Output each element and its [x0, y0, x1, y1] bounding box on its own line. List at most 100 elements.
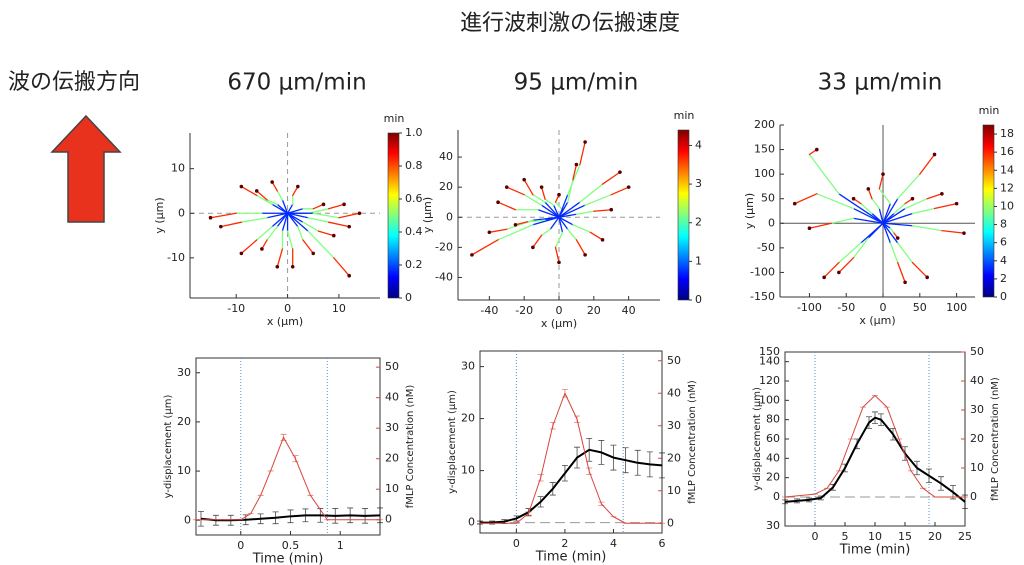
x-tick-label: 0	[812, 530, 819, 543]
track-end	[822, 275, 826, 280]
y-axis-label: y-displacement (μm)	[163, 394, 174, 498]
track-end	[270, 180, 274, 184]
x-tick-label: 0	[237, 539, 244, 552]
track-end	[219, 224, 223, 229]
track-segment	[220, 221, 243, 228]
track-end	[925, 275, 929, 280]
track-end	[626, 185, 631, 189]
track-segment	[911, 261, 928, 278]
track-segment	[327, 203, 345, 210]
colorbar-tick-label: 14	[1000, 163, 1014, 176]
track-end	[618, 170, 622, 174]
track-end	[513, 222, 518, 227]
track-end	[260, 247, 264, 251]
colorbar-tick-label: 0.6	[405, 192, 423, 205]
track-segment	[281, 212, 289, 232]
track-segment	[882, 198, 899, 224]
track-segment	[554, 246, 560, 264]
colorbar-tick-label: 1.0	[405, 126, 423, 139]
track-segment	[882, 207, 906, 224]
track-end	[609, 207, 614, 212]
track-end	[342, 202, 346, 207]
track-end	[895, 236, 900, 240]
track-segment	[240, 239, 258, 255]
track-segment	[532, 234, 543, 248]
track-segment	[558, 216, 569, 230]
track-segment	[897, 261, 906, 283]
x-tick-label: 4	[610, 537, 617, 550]
y-tick-label: -10	[167, 251, 185, 264]
y2-tick-label: 20	[385, 452, 399, 465]
y-tick-label: -100	[750, 265, 775, 278]
panel-heading: 95 μm/min	[514, 70, 639, 96]
colorbar-tick-label: 0	[695, 293, 702, 306]
colorbar-tick-label: 16	[1000, 145, 1014, 158]
track-segment	[558, 216, 564, 233]
track-end	[496, 200, 500, 205]
colorbar-tick-label: 6	[1000, 236, 1007, 249]
track-segment	[540, 186, 546, 200]
series-line	[480, 448, 663, 524]
track-segment	[523, 194, 543, 206]
track-segment	[889, 227, 895, 234]
track-segment	[544, 198, 555, 206]
track-end	[522, 177, 526, 182]
track-segment	[919, 153, 936, 175]
track-segment	[540, 228, 551, 236]
track-segment	[579, 141, 586, 166]
x-tick-label: 50	[913, 301, 927, 314]
y-tick-label: 10	[177, 464, 191, 477]
y2-tick-label: 20	[970, 432, 984, 445]
track-segment	[882, 212, 914, 224]
y-tick-label: 0	[184, 513, 191, 526]
x-tick-label: 0	[556, 304, 563, 317]
y2-tick-label: 0	[970, 490, 977, 503]
plot-frame	[479, 350, 663, 534]
x-tick-label: -50	[837, 301, 855, 314]
y-tick-label: 40	[439, 150, 453, 163]
track-end	[311, 251, 316, 256]
y-tick-label: -150	[750, 290, 775, 303]
track-segment	[266, 212, 289, 219]
y-axis-label: y (μm)	[743, 193, 756, 229]
track-segment	[558, 201, 569, 218]
y-axis-label: y-displacement (μm)	[752, 387, 763, 491]
colorbar-tick-label: 1	[695, 254, 702, 267]
track-segment	[897, 173, 921, 200]
x-tick-label: 10	[868, 530, 882, 543]
y-tick-label: 100	[754, 167, 775, 180]
panel-heading: 670 μm/min	[227, 70, 366, 96]
x-axis-label: Time (min)	[535, 550, 607, 565]
y-tick-label: 150	[759, 345, 780, 358]
x-tick-label: 40	[622, 304, 636, 317]
track-end	[531, 245, 535, 250]
track-segment	[593, 209, 612, 212]
y-tick-label: 100	[759, 393, 780, 406]
x-tick-label: 20	[587, 304, 601, 317]
x-axis-label: x (μm)	[267, 315, 303, 328]
track-segment	[276, 248, 284, 268]
y-tick-label: 40	[766, 451, 780, 464]
track-segment	[497, 201, 517, 211]
track-segment	[302, 239, 314, 255]
track-end	[583, 140, 587, 144]
track-segment	[506, 186, 525, 196]
track-segment	[338, 212, 361, 219]
track-segment	[878, 188, 892, 205]
direction-label: 波の伝搬方向	[8, 70, 140, 95]
colorbar-tick-label: 10	[1000, 199, 1014, 212]
track-segment	[838, 257, 855, 274]
colorbar-tick-label: 8	[1000, 218, 1007, 231]
track-segment	[838, 242, 862, 264]
y-tick-label: 20	[177, 415, 191, 428]
track-end	[470, 253, 474, 257]
track-segment	[830, 217, 855, 224]
track-end	[296, 184, 300, 189]
track-segment	[610, 186, 630, 196]
track-segment	[572, 163, 578, 181]
track-segment	[567, 178, 574, 203]
y-tick-label: 0	[768, 216, 775, 229]
colorbar	[677, 129, 690, 301]
track-end	[254, 189, 259, 193]
track-segment	[558, 213, 578, 218]
